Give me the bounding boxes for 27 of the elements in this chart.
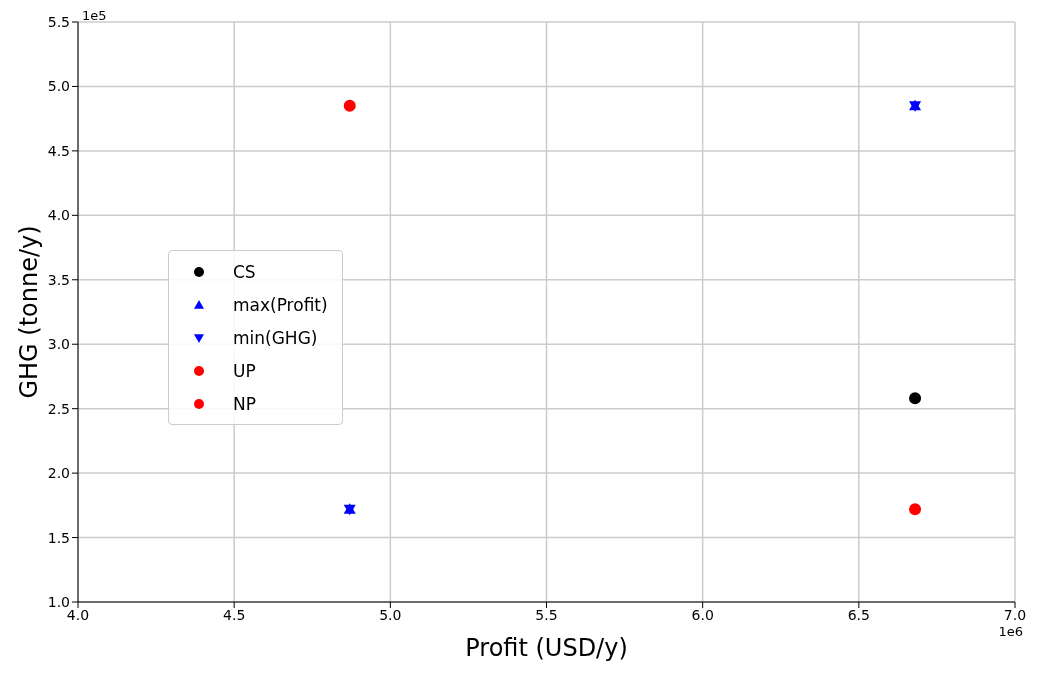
y-tick-label: 5.5 xyxy=(47,13,70,30)
x-tick-label: 5.0 xyxy=(379,606,402,623)
y-tick-label: 1.5 xyxy=(47,529,70,546)
text: 1e6 xyxy=(998,624,1023,639)
x-tick-label: 6.5 xyxy=(847,606,870,623)
y-tick-label: 3.0 xyxy=(47,336,70,353)
y-tick-label: 3.5 xyxy=(47,271,70,288)
point xyxy=(909,392,922,405)
y-tick-label: 2.5 xyxy=(47,400,70,417)
point xyxy=(909,503,922,516)
x-axis-title: Profit (USD/y) xyxy=(465,634,628,662)
annotation: 1e5 xyxy=(82,8,107,23)
y-axis-title: GHG (tonne/y) xyxy=(14,225,43,399)
legend-label: CS xyxy=(233,261,256,282)
legend-label: UP xyxy=(233,360,256,381)
point xyxy=(343,99,356,112)
y-tick-label: 2.0 xyxy=(47,465,70,482)
legend-label: min(GHG) xyxy=(233,327,318,348)
y-tick-label: 4.5 xyxy=(47,142,70,159)
y-tick-label: 5.0 xyxy=(47,78,70,95)
x-tick-label: 7.0 xyxy=(1003,606,1027,623)
x-tick-label: 4.5 xyxy=(223,606,246,623)
x-tick-label: 6.0 xyxy=(691,606,714,623)
legend-label: max(Profit) xyxy=(233,294,328,315)
legend-label: NP xyxy=(233,393,256,414)
x-tick-label: 5.5 xyxy=(535,606,558,623)
y-tick-label: 4.0 xyxy=(47,207,70,224)
